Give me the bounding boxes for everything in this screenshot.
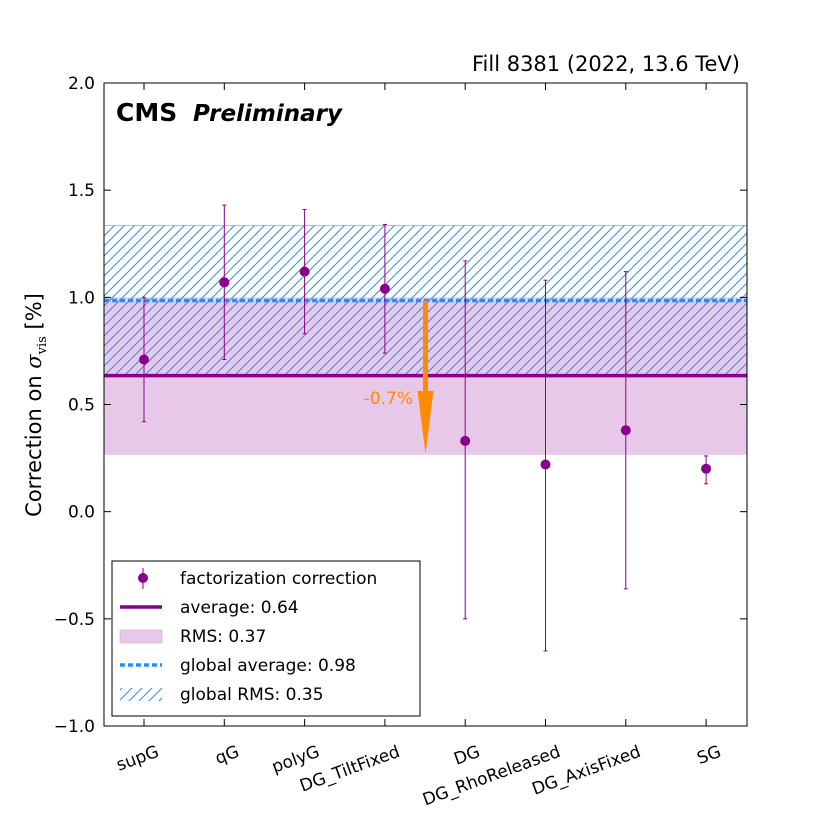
arrow-head	[417, 390, 434, 454]
y-axis-label: Correction on σvis [%]	[22, 293, 50, 517]
point-marker	[620, 425, 631, 436]
x-tick-label: supG	[114, 742, 162, 776]
annotation-arrow	[417, 300, 434, 454]
x-tick-label: qG	[213, 742, 242, 769]
points-layer	[139, 204, 712, 652]
annotation-label: -0.7%	[364, 389, 413, 409]
point-marker	[139, 354, 149, 365]
data-point	[299, 208, 310, 335]
legend: factorization correction average: 0.64 R…	[111, 560, 421, 717]
y-tick-label: −1.0	[54, 717, 95, 737]
arrow-shaft	[423, 300, 428, 391]
legend-label: average: 0.64	[180, 598, 299, 618]
legend-label: RMS: 0.37	[180, 627, 266, 647]
point-marker	[540, 459, 551, 470]
legend-marker-point	[138, 573, 148, 583]
data-point	[620, 271, 631, 590]
point-marker	[460, 435, 471, 446]
data-point	[139, 296, 149, 423]
data-point	[460, 260, 471, 620]
status-label: Preliminary	[193, 101, 343, 127]
legend-marker-rms	[119, 629, 163, 644]
y-tick-label: 1.0	[68, 288, 95, 308]
y-tick-label: 0.5	[68, 396, 95, 416]
x-tick-label: DG	[451, 742, 483, 770]
y-tick-label: 2.0	[68, 74, 95, 94]
x-tick-label: SG	[694, 742, 723, 769]
data-point	[701, 455, 712, 485]
data-point	[219, 204, 230, 360]
y-tick-label: 1.5	[68, 181, 95, 201]
y-axis: −1.0 −0.5 0.0 0.5 1.0 1.5 2.0	[54, 74, 747, 737]
y-tick-label: 0.0	[68, 503, 95, 523]
data-point	[379, 223, 390, 354]
legend-label: global RMS: 0.35	[180, 685, 324, 705]
y-tick-label: −0.5	[54, 610, 95, 630]
legend-label: factorization correction	[180, 569, 377, 589]
chart-title: Fill 8381 (2022, 13.6 TeV)	[472, 52, 740, 76]
point-marker	[701, 463, 712, 474]
legend-box	[111, 560, 421, 717]
legend-label: global average: 0.98	[180, 656, 356, 676]
experiment-label: CMS	[116, 98, 177, 127]
point-marker	[219, 277, 230, 288]
point-marker	[299, 266, 310, 277]
point-marker	[379, 283, 390, 294]
data-point	[540, 279, 551, 652]
legend-marker-global-rms	[120, 688, 162, 701]
